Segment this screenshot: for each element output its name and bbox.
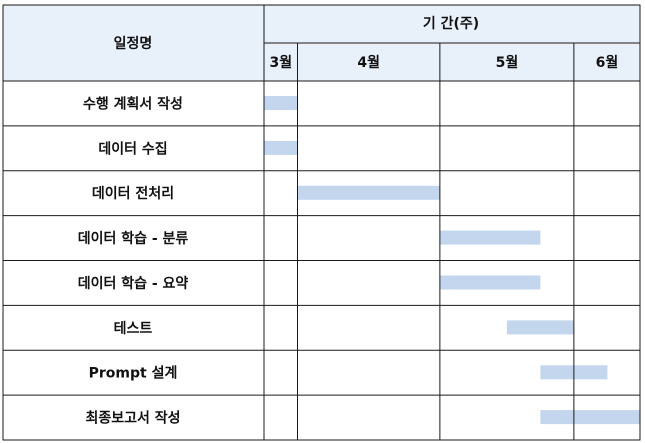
grid-layer (2, 4, 641, 441)
task-label: 데이터 학습 - 분류 (78, 230, 189, 247)
period-header: 기 간(주) (423, 15, 479, 32)
task-label: 데이터 전처리 (92, 185, 174, 202)
task-bar (506, 320, 574, 335)
task-bar (264, 96, 298, 110)
month-labels: 3월 4월 5월 6월 (269, 54, 618, 71)
month-label: 5월 (496, 54, 519, 71)
task-bar (264, 140, 298, 155)
task-bar (439, 275, 541, 290)
task-bar (439, 230, 541, 245)
month-label: 6월 (596, 54, 619, 71)
month-label: 4월 (357, 54, 380, 71)
task-label: 수행 계획서 작성 (83, 95, 183, 112)
task-bar (297, 185, 440, 200)
task-label: Prompt 설계 (89, 366, 178, 382)
task-label: 최종보고서 작성 (85, 410, 180, 427)
task-column-header: 일정명 (114, 35, 153, 52)
task-label: 데이터 수집 (98, 140, 167, 157)
task-label: 데이터 학습 - 요약 (78, 275, 189, 292)
bars-layer (264, 96, 640, 425)
table-border (2, 4, 641, 441)
task-bar (540, 410, 640, 425)
task-label: 테스트 (114, 321, 153, 337)
month-label: 3월 (269, 54, 292, 71)
